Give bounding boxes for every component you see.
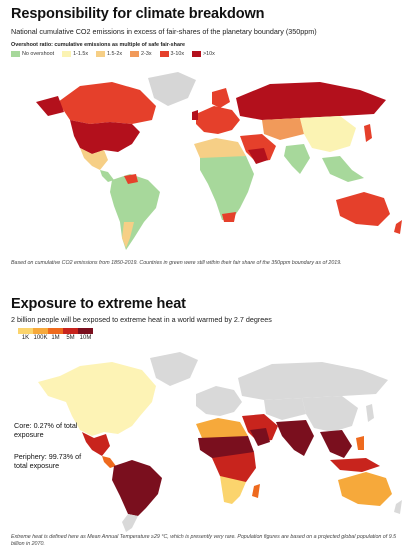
arabia-region (250, 428, 270, 446)
heat-title: Exposure to extreme heat (11, 296, 186, 312)
new-zealand-region (394, 220, 402, 234)
russia-region (238, 362, 388, 400)
legend-item-3-10x: 3-10x (159, 51, 184, 57)
india-region (284, 144, 310, 174)
philippines-region (356, 436, 364, 450)
responsibility-subtitle: National cumulative CO2 emissions in exc… (11, 27, 317, 36)
australia-region (338, 472, 392, 506)
legend-item-1.5-2x: 1.5-2x (96, 51, 122, 57)
north-africa-region (196, 418, 248, 438)
south-asia-region (276, 420, 314, 456)
europe-core (196, 386, 242, 416)
indonesia-region (330, 458, 380, 472)
south-america-region (112, 460, 162, 516)
heat-legend-swatch (63, 328, 78, 334)
north-america-core (38, 362, 156, 436)
west-africa-region (198, 436, 254, 458)
scandinavia-region (212, 88, 230, 108)
heat-legend-label: 10M (79, 335, 92, 341)
overshoot-legend-title: Overshoot ratio: cumulative emissions as… (11, 42, 186, 48)
canada-region (58, 82, 156, 124)
heat-legend-label: 5M (66, 335, 75, 341)
legend-item-2-3x: 2-3x (130, 51, 152, 57)
argentina-chile-region (122, 222, 134, 248)
legend-item-1-1.5x: 1-1.5x (62, 51, 88, 57)
overshoot-world-map (36, 72, 402, 250)
saudi-region (248, 148, 268, 164)
uk-region (192, 110, 198, 120)
core-exposure-label: Core: 0.27% of total exposure (14, 421, 78, 439)
heat-legend-label: 100K (33, 335, 48, 341)
legend-swatch (96, 51, 106, 57)
periphery-exposure-label: Periphery: 99.73% of total exposure (14, 452, 82, 470)
venezuela-region (124, 174, 138, 184)
central-america-region (102, 456, 116, 468)
north-africa-region (194, 138, 246, 158)
mexico-region (80, 148, 108, 170)
greenland-region (150, 352, 198, 386)
southern-cone-region (122, 514, 138, 532)
legend-swatch (62, 51, 72, 57)
japan-region (366, 404, 374, 422)
heat-legend-swatch (18, 328, 33, 334)
middle-east-region (242, 414, 278, 442)
australia-region (336, 192, 390, 226)
japan-region (364, 124, 372, 142)
heat-legend-label: 1M (51, 335, 60, 341)
china-region (300, 116, 356, 152)
legend-swatch (192, 51, 202, 57)
alaska-region (36, 96, 64, 116)
middle-east-region (240, 134, 276, 162)
heat-legend-label: 1K (21, 335, 30, 341)
central-america-region (100, 170, 114, 182)
central-asia-region (262, 118, 304, 140)
south-america-region (110, 174, 160, 250)
heat-subtitle: 2 billion people will be exposed to extr… (11, 315, 272, 324)
legend-item-over-10x: >10x (192, 51, 215, 57)
legend-swatch (159, 51, 169, 57)
central-asia-region (264, 398, 306, 420)
legend-item-no-overshoot: No overshoot (11, 51, 54, 57)
china-region (302, 396, 358, 432)
legend-swatch (11, 51, 20, 57)
heat-footnote: Extreme heat is defined here as Mean Ann… (11, 534, 397, 548)
southeast-asia-region (322, 156, 364, 182)
responsibility-panel: Responsibility for climate breakdown Nat… (11, 6, 402, 266)
usa-region (70, 120, 140, 154)
responsibility-title: Responsibility for climate breakdown (11, 6, 265, 22)
madagascar-region (252, 484, 260, 498)
southern-africa-region (220, 476, 246, 504)
africa-region (200, 156, 254, 220)
heat-legend-swatch (78, 328, 93, 334)
heat-exposure-world-map (38, 352, 402, 532)
responsibility-footnote: Based on cumulative CO2 emissions from 1… (11, 260, 342, 266)
new-zealand-region (394, 500, 402, 514)
mexico-region (82, 432, 110, 456)
heat-legend-swatch (48, 328, 63, 334)
russia-region (236, 82, 386, 120)
heat-exposure-panel: Exposure to extreme heat 2 billion peopl… (0, 290, 412, 559)
south-africa-region (222, 212, 236, 222)
legend-swatch (130, 51, 140, 57)
europe-region (196, 106, 240, 134)
greenland-region (148, 72, 196, 106)
heat-legend: 1K 100K 1M 5M 10M (18, 328, 93, 341)
overshoot-legend: No overshoot 1-1.5x 1.5-2x 2-3x 3-10x >1… (11, 51, 215, 57)
southeast-asia-region (320, 430, 352, 458)
heat-legend-swatch (33, 328, 48, 334)
